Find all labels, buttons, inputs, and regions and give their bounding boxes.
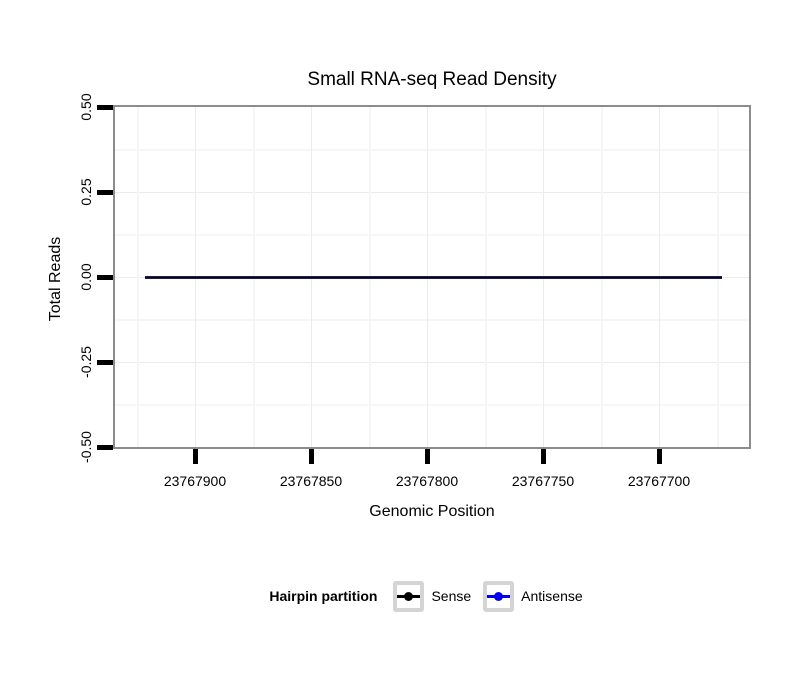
legend-entry-label: Antisense [521, 588, 583, 604]
y-axis-title: Total Reads [47, 236, 64, 322]
y-axis-tick-label: 0.50 [78, 93, 94, 121]
y-axis-tick-label: -0.50 [78, 431, 94, 463]
legend-entry-sense: Sense [393, 580, 472, 612]
minor-gridline-h [115, 404, 749, 406]
minor-gridline-h [115, 149, 749, 151]
minor-gridline-h [115, 319, 749, 321]
y-axis-tick [97, 275, 113, 280]
x-axis-tick [657, 449, 662, 464]
y-axis-tick [97, 445, 113, 450]
y-axis-tick-label: -0.25 [78, 346, 94, 378]
x-axis-tick [309, 449, 314, 464]
x-axis-tick [425, 449, 430, 464]
y-axis-tick-label: 0.25 [78, 178, 94, 206]
plot-panel [113, 105, 751, 449]
x-axis-tick-label: 23767800 [395, 473, 459, 489]
x-axis-tick-label: 23767850 [279, 473, 343, 489]
legend-entry-antisense: Antisense [483, 580, 583, 612]
x-axis-tick-label: 23767750 [511, 473, 575, 489]
x-axis-tick [193, 449, 198, 464]
y-axis-tick [97, 360, 113, 365]
legend-key-point-icon [404, 591, 414, 601]
minor-gridline-h [115, 234, 749, 236]
major-gridline-h [115, 362, 749, 363]
overlapped-density-line [145, 276, 722, 279]
major-gridline-h [115, 192, 749, 193]
legend: Hairpin partition Sense Antisense [113, 576, 751, 616]
x-axis-title: Genomic Position [369, 503, 495, 520]
x-axis-tick-label: 23767700 [627, 473, 691, 489]
x-axis-tick-label: 23767900 [163, 473, 227, 489]
legend-key-box [393, 580, 425, 612]
legend-entry-label: Sense [431, 588, 472, 604]
legend-key-box [483, 580, 515, 612]
minor-gridline-v [137, 107, 139, 447]
y-axis-tick [97, 105, 113, 110]
legend-entries: Sense Antisense [393, 580, 594, 612]
legend-key-point-icon [494, 591, 504, 601]
y-axis-tick-label: 0.00 [78, 263, 94, 291]
x-axis-tick [541, 449, 546, 464]
y-axis-tick [97, 190, 113, 195]
legend-title: Hairpin partition [269, 588, 378, 604]
chart-title: Small RNA-seq Read Density [307, 69, 557, 90]
